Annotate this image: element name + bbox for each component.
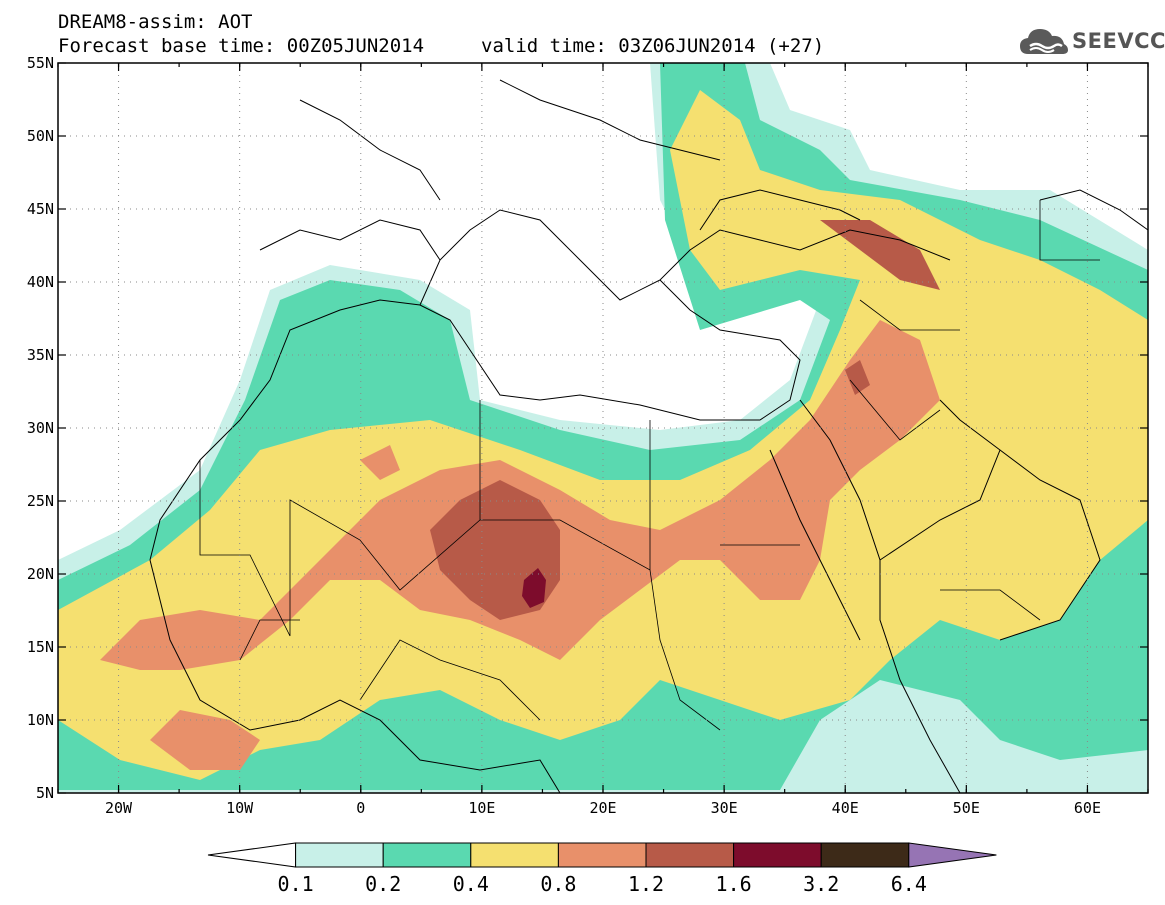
aot-band-1.2 <box>845 360 870 395</box>
lat-label: 20N <box>27 565 54 583</box>
colorbar-swatch <box>382 842 472 868</box>
colorbar-swatch <box>557 842 647 868</box>
colorbar-over-arrow <box>908 842 997 868</box>
forecast-base-time: Forecast base time: 00Z05JUN2014 <box>58 35 425 57</box>
aot-field <box>58 63 1148 793</box>
aot-band-1.2 <box>820 220 940 290</box>
aot-band-0.8 <box>360 445 400 480</box>
lat-label: 35N <box>27 346 54 364</box>
colorbar-swatch <box>470 842 559 868</box>
lon-label: 10E <box>468 799 495 817</box>
aot-band-1.6 <box>522 568 546 608</box>
borders <box>199 200 1100 731</box>
colorbar-label: 1.2 <box>627 872 665 896</box>
lon-label: 60E <box>1074 799 1101 817</box>
lat-label: 50N <box>27 127 54 145</box>
lon-label: 0 <box>356 799 365 817</box>
lon-label: 30E <box>711 799 738 817</box>
lat-label: 15N <box>27 638 54 656</box>
lon-label: 50E <box>953 799 980 817</box>
colorbar-label: 0.2 <box>365 872 402 896</box>
valid-time: valid time: 03Z06JUN2014 (+27) <box>481 35 825 57</box>
lon-labels: 20W 10W 0 10E 20E 30E 40E 50E 60E <box>105 799 1101 817</box>
lat-label: 10N <box>27 711 54 729</box>
colorbar-swatch <box>645 842 735 868</box>
lat-label: 25N <box>27 492 54 510</box>
colorbar-swatch <box>733 842 822 868</box>
colorbar-label: 0.1 <box>277 872 314 896</box>
colorbar-swatch <box>820 842 910 868</box>
lat-label: 30N <box>27 419 54 437</box>
colorbar-swatch <box>295 842 384 868</box>
logo-text: SEEVCCC <box>1072 29 1165 53</box>
colorbar-label: 6.4 <box>890 872 927 896</box>
colorbar-under-arrow <box>207 842 297 868</box>
aot-band-0.8 <box>150 710 260 770</box>
lat-label: 5N <box>36 784 54 802</box>
lat-labels: 55N 50N 45N 40N 35N 30N 25N 20N 15N 10N 5N <box>27 54 54 802</box>
cloud-logo-icon <box>1020 29 1068 54</box>
lon-label: 20E <box>589 799 616 817</box>
colorbar-label: 0.8 <box>540 872 577 896</box>
colorbar-label: 3.2 <box>803 872 840 896</box>
lat-label: 40N <box>27 273 54 291</box>
axis-ticks <box>57 62 1149 794</box>
lon-label: 10W <box>226 799 254 817</box>
colorbar-label: 1.6 <box>715 872 752 896</box>
colorbar <box>207 842 997 868</box>
aot-band-0.4 <box>58 90 1148 780</box>
colorbar-label: 0.4 <box>452 872 489 896</box>
lon-label: 20W <box>105 799 133 817</box>
map-title: DREAM8-assim: AOT <box>58 11 253 33</box>
coastlines <box>149 79 1148 793</box>
lat-label: 45N <box>27 200 54 218</box>
lon-label: 40E <box>832 799 859 817</box>
lat-label: 55N <box>27 54 54 72</box>
